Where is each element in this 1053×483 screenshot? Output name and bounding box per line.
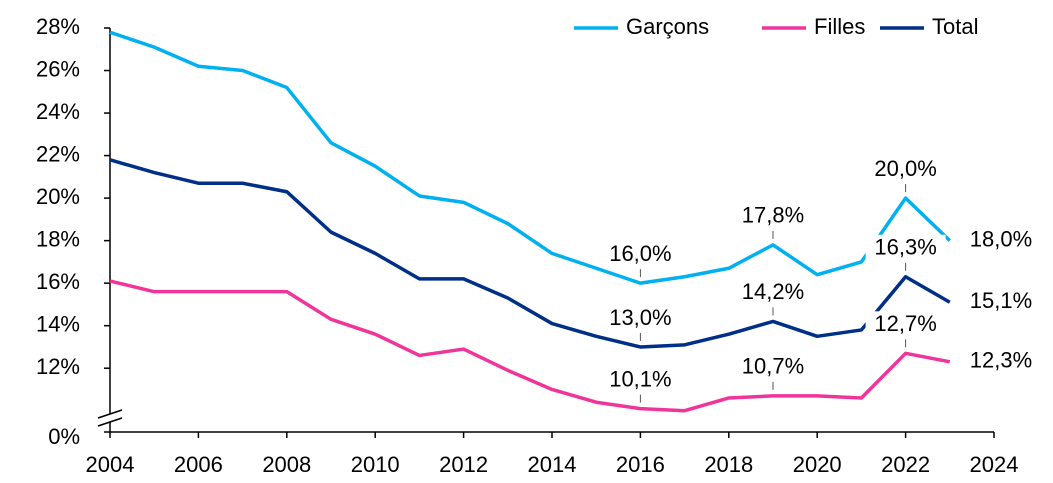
legend-label: Garçons — [626, 14, 709, 39]
x-tick-label: 2024 — [970, 452, 1019, 477]
data-label-bg — [865, 234, 946, 261]
y-tick-label: 26% — [36, 56, 80, 81]
series-line — [109, 279, 951, 413]
y-tick-label: 16% — [36, 269, 80, 294]
axis-break — [97, 417, 123, 427]
data-label-bg — [865, 311, 946, 338]
y-tick-label: 24% — [36, 99, 80, 124]
data-label: 20,0% — [874, 156, 936, 181]
x-tick-label: 2008 — [262, 452, 311, 477]
legend-label: Filles — [814, 14, 865, 39]
data-label-bg — [865, 156, 946, 183]
y-tick-label: 28% — [36, 14, 80, 39]
x-tick-label: 2004 — [86, 452, 135, 477]
axis-break — [97, 409, 123, 419]
y-tick-label: 22% — [36, 141, 80, 166]
x-tick-label: 2018 — [704, 452, 753, 477]
x-tick-label: 2012 — [439, 452, 488, 477]
legend-label: Total — [932, 14, 978, 39]
x-tick-label: 2016 — [616, 452, 665, 477]
y-tick-label: 0% — [48, 424, 80, 449]
data-label-bg — [600, 304, 681, 331]
x-tick-label: 2020 — [793, 452, 842, 477]
data-label: 14,2% — [742, 279, 804, 304]
data-label-bg — [733, 202, 813, 229]
data-label: 16,3% — [874, 235, 936, 260]
axis-break-gap — [98, 414, 122, 422]
series-line — [109, 158, 951, 349]
data-label: 13,0% — [609, 305, 671, 330]
x-tick-label: 2006 — [174, 452, 223, 477]
data-label: 12,7% — [874, 311, 936, 336]
x-tick-label: 2010 — [351, 452, 400, 477]
y-tick-label: 20% — [36, 184, 80, 209]
data-label: 10,1% — [609, 366, 671, 391]
data-label-bg — [733, 353, 813, 380]
series-line — [109, 30, 952, 285]
data-label: 18,0% — [970, 226, 1032, 251]
x-tick-label: 2022 — [881, 452, 930, 477]
data-label: 10,7% — [742, 354, 804, 379]
y-tick-label: 12% — [36, 354, 80, 379]
data-label: 16,0% — [609, 241, 671, 266]
data-label: 15,1% — [970, 288, 1032, 313]
data-label: 12,3% — [970, 348, 1032, 373]
data-label-bg — [733, 279, 813, 306]
y-tick-label: 18% — [36, 226, 80, 251]
x-tick-label: 2014 — [528, 452, 577, 477]
y-tick-label: 14% — [36, 311, 80, 336]
data-label: 17,8% — [742, 203, 804, 228]
data-label-bg — [600, 366, 681, 393]
data-label-bg — [600, 241, 681, 268]
